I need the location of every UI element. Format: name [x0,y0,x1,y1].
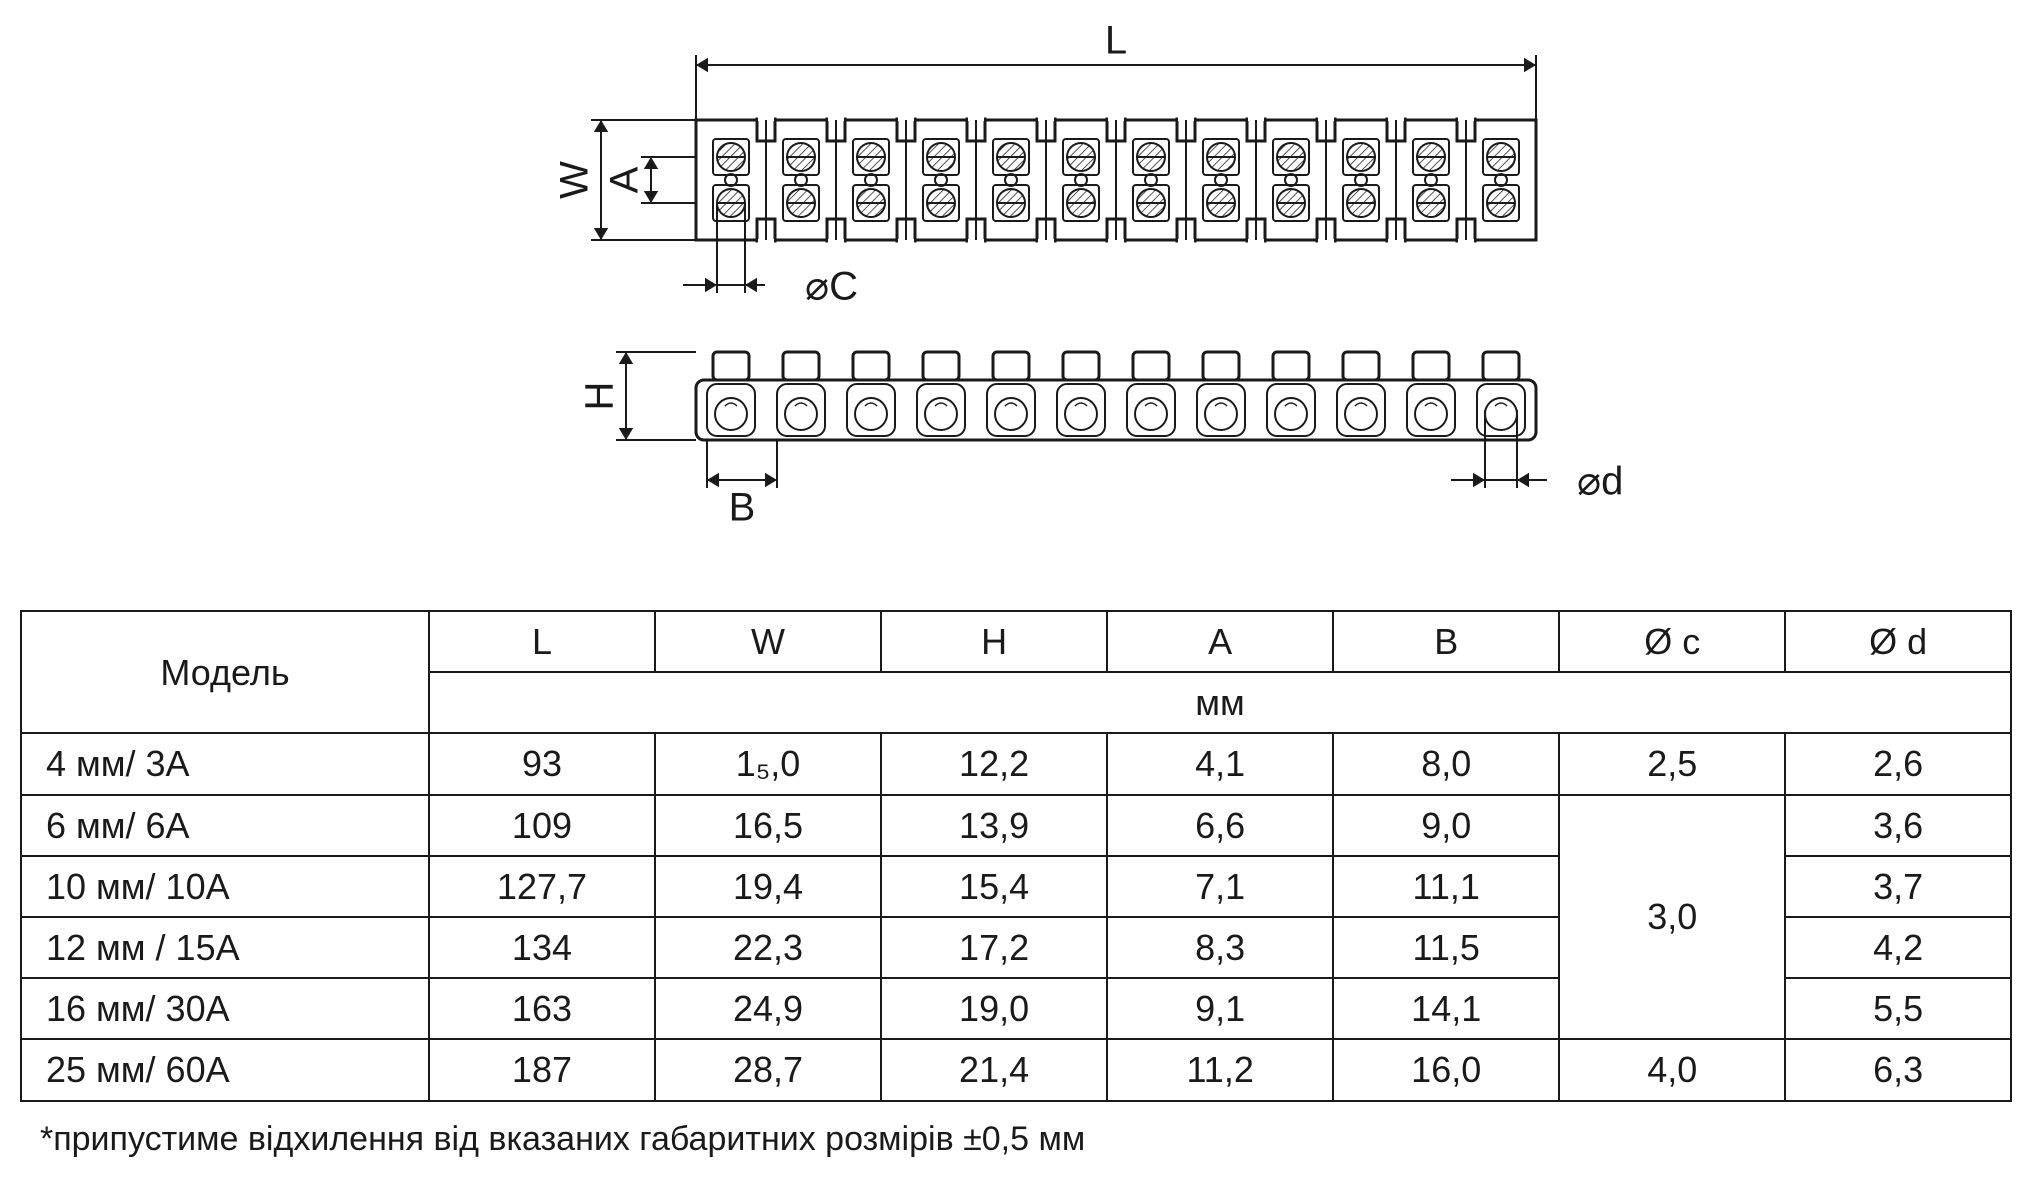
cell-H: 12,2 [881,733,1107,794]
cell-A: 6,6 [1107,795,1333,856]
col-header-model: Модель [21,611,429,733]
cell-L: 163 [429,978,655,1039]
cell-B: 11,1 [1333,856,1559,917]
cell-model: 16 мм/ 30А [21,978,429,1039]
cell-B: 14,1 [1333,978,1559,1039]
svg-text:L: L [1105,20,1127,63]
cell-model: 25 мм/ 60А [21,1039,429,1100]
dimensions-table: МодельLWHABØ cØ dмм4 мм/ 3А931₅,012,24,1… [20,610,2012,1102]
cell-W: 28,7 [655,1039,881,1100]
svg-text:⌀d: ⌀d [1577,460,1623,504]
cell-B: 11,5 [1333,917,1559,978]
col-header-1: W [655,611,881,672]
technical-drawing: L WA ⌀C H B ⌀d [20,20,2012,580]
cell-L: 187 [429,1039,655,1100]
cell-W: 1₅,0 [655,733,881,794]
col-header-0: L [429,611,655,672]
cell-model: 10 мм/ 10А [21,856,429,917]
cell-B: 16,0 [1333,1039,1559,1100]
cell-H: 19,0 [881,978,1107,1039]
cell-d: 3,7 [1785,856,2011,917]
svg-text:B: B [729,486,756,530]
cell-L: 93 [429,733,655,794]
cell-H: 13,9 [881,795,1107,856]
cell-model: 12 мм / 15А [21,917,429,978]
svg-text:H: H [578,382,622,411]
cell-d: 4,2 [1785,917,2011,978]
footnote: *припустиме відхилення від вказаних габа… [40,1120,2012,1159]
cell-B: 9,0 [1333,795,1559,856]
svg-text:⌀C: ⌀C [805,265,858,309]
dimensions-table-host: МодельLWHABØ cØ dмм4 мм/ 3А931₅,012,24,1… [20,610,2012,1102]
cell-c-merged: 3,0 [1559,795,1785,1040]
cell-H: 21,4 [881,1039,1107,1100]
col-header-5: Ø c [1559,611,1785,672]
cell-d: 6,3 [1785,1039,2011,1100]
cell-L: 109 [429,795,655,856]
cell-A: 11,2 [1107,1039,1333,1100]
cell-A: 4,1 [1107,733,1333,794]
cell-W: 22,3 [655,917,881,978]
cell-d: 5,5 [1785,978,2011,1039]
cell-W: 19,4 [655,856,881,917]
cell-d: 3,6 [1785,795,2011,856]
cell-c: 2,5 [1559,733,1785,794]
cell-W: 24,9 [655,978,881,1039]
col-header-3: A [1107,611,1333,672]
col-header-6: Ø d [1785,611,2011,672]
cell-A: 7,1 [1107,856,1333,917]
table-row: 25 мм/ 60А18728,721,411,216,04,06,3 [21,1039,2011,1100]
drawing-svg: L WA ⌀C H B ⌀d [366,20,1666,580]
svg-text:A: A [603,166,647,193]
side-view [696,352,1547,488]
cell-model: 6 мм/ 6А [21,795,429,856]
cell-model: 4 мм/ 3А [21,733,429,794]
table-row: 6 мм/ 6А10916,513,96,69,03,03,6 [21,795,2011,856]
col-header-2: H [881,611,1107,672]
svg-text:W: W [553,161,597,199]
cell-c: 4,0 [1559,1039,1785,1100]
cell-L: 134 [429,917,655,978]
cell-H: 17,2 [881,917,1107,978]
cell-L: 127,7 [429,856,655,917]
cell-A: 9,1 [1107,978,1333,1039]
col-header-4: B [1333,611,1559,672]
unit-header: мм [429,672,2011,733]
cell-H: 15,4 [881,856,1107,917]
table-row: 4 мм/ 3А931₅,012,24,18,02,52,6 [21,733,2011,794]
cell-B: 8,0 [1333,733,1559,794]
cell-A: 8,3 [1107,917,1333,978]
cell-W: 16,5 [655,795,881,856]
cell-d: 2,6 [1785,733,2011,794]
